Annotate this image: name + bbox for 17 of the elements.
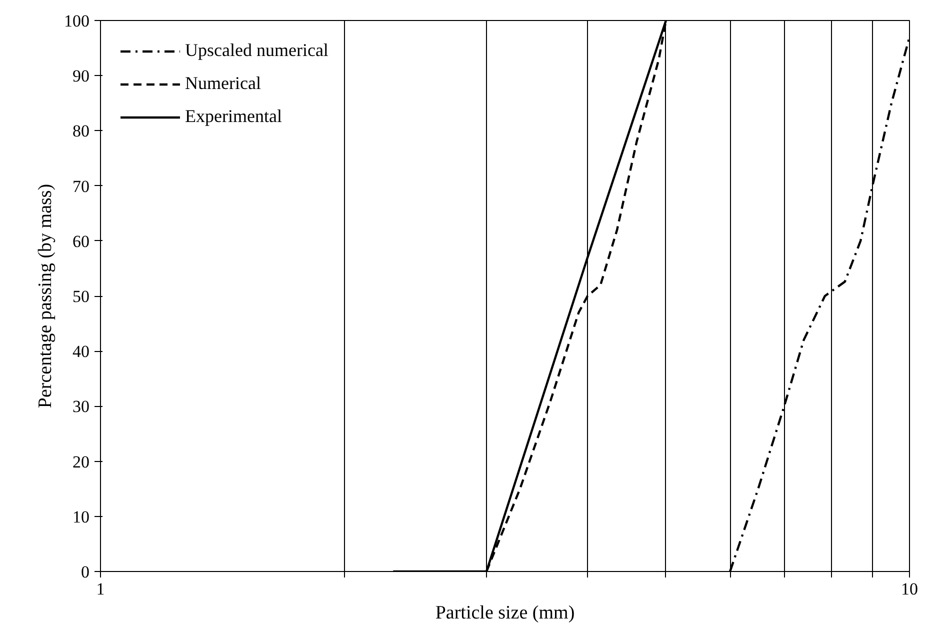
y-tick-label: 50 (72, 287, 90, 306)
y-axis-title: Percentage passing (by mass) (35, 184, 56, 408)
y-tick-label: 30 (72, 397, 90, 416)
y-tick-label: 20 (72, 452, 90, 472)
y-tick-label: 70 (72, 176, 90, 196)
legend-label: Upscaled numerical (185, 40, 328, 61)
legend-label: Numerical (185, 73, 261, 94)
x-tick-label: 1 (96, 580, 105, 598)
y-tick-label: 100 (64, 12, 90, 30)
y-tick-label: 40 (72, 342, 90, 362)
y-tick-label: 0 (81, 562, 90, 582)
legend-label: Experimental (185, 106, 282, 127)
y-tick-label: 60 (72, 232, 90, 251)
y-tick-label: 10 (72, 507, 90, 526)
x-axis-title: Particle size (mm) (435, 602, 575, 624)
y-tick-label: 80 (72, 122, 90, 141)
y-tick-label: 90 (72, 66, 90, 86)
